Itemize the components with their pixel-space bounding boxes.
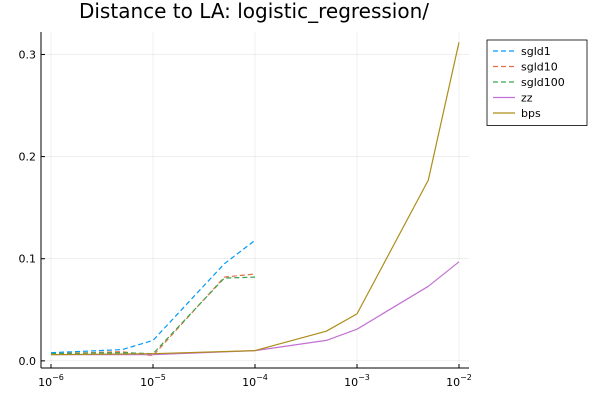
series-line-sgld100 [50,276,256,355]
series-lines [50,42,460,357]
series-line-bps [50,42,460,356]
y-tick-label: 0.1 [19,253,37,266]
legend-label-sgld10: sgld10 [521,61,558,74]
legend-label-bps: bps [521,107,541,120]
chart-title: Distance to LA: logistic_regression/ [79,0,429,23]
x-tick-label: 10−6 [38,373,64,389]
x-tick-label: 10−4 [242,373,268,389]
series-line-zz [51,261,460,356]
y-tick-label: 0.0 [19,355,37,368]
axes [40,32,469,369]
x-tick-label: 10−2 [446,373,472,389]
y-tick-label: 0.3 [19,48,37,61]
x-tick-label: 10−3 [344,373,370,389]
y-tick-label: 0.2 [19,151,37,164]
x-tick-label: 10−5 [140,373,166,389]
legend-label-sgld1: sgld1 [521,45,551,58]
legend: sgld1 sgld10 sgld100 zz bps [486,39,588,126]
tick-labels: 10−6 10−5 10−4 10−3 10−2 0.0 0.1 0.2 0.3 [19,48,472,389]
series-line-sgld10 [50,273,256,357]
grid [41,32,469,368]
legend-label-zz: zz [521,92,533,105]
legend-label-sgld100: sgld100 [521,76,565,89]
series-line-sgld1 [50,239,256,354]
legend-box [486,39,588,126]
